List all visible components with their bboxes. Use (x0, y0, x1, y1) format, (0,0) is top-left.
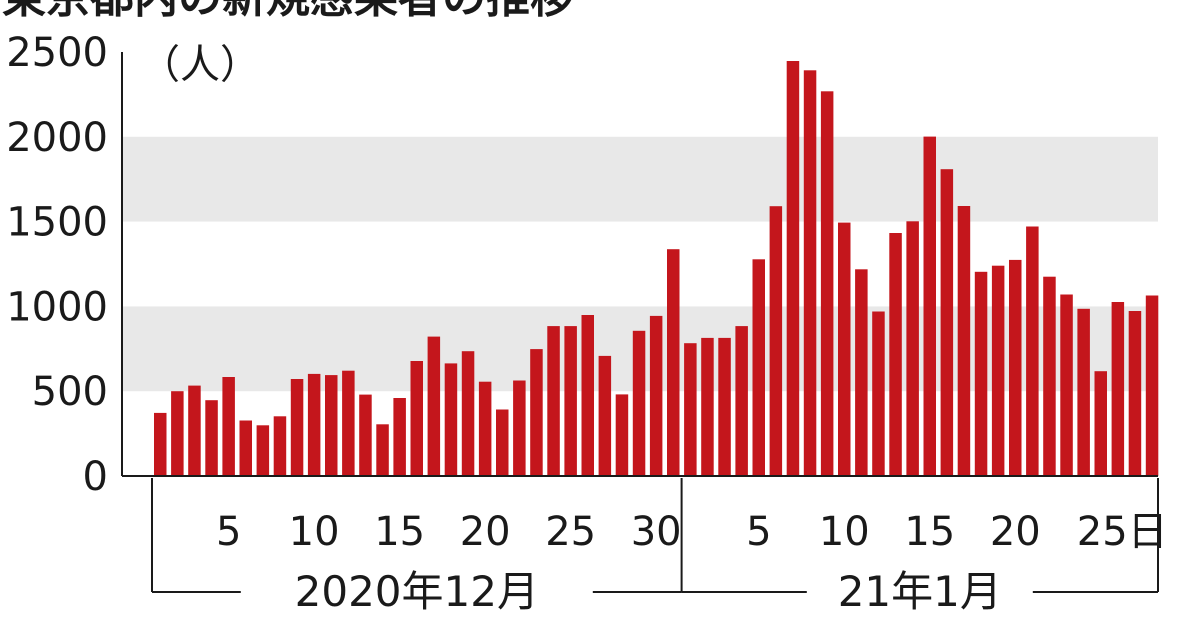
bar (1094, 371, 1107, 476)
bar (684, 343, 697, 476)
bar (735, 326, 748, 476)
bar (325, 375, 338, 476)
bar (342, 370, 355, 476)
bar (273, 416, 287, 476)
bar (393, 398, 406, 476)
bar (820, 91, 834, 477)
axes (121, 52, 1158, 477)
bar (307, 373, 321, 476)
bar (205, 400, 218, 476)
bar (1009, 259, 1022, 476)
bar (906, 221, 919, 476)
x-tick-label: 15 (904, 509, 955, 555)
bar (564, 326, 577, 476)
bar (444, 363, 458, 476)
bar (410, 361, 423, 476)
bar (171, 391, 184, 476)
bar (786, 61, 800, 476)
bar (957, 206, 971, 476)
bar (496, 409, 509, 476)
y-tick-label: 1500 (6, 200, 108, 246)
bar (461, 351, 475, 476)
bar (991, 265, 1005, 476)
bar (667, 249, 680, 476)
bar (581, 315, 594, 476)
bar (359, 394, 372, 476)
x-tick-label: 15 (374, 509, 425, 555)
bar (598, 355, 612, 476)
y-tick-label: 2000 (6, 115, 108, 161)
bar (615, 394, 629, 476)
x-tick-label: 30 (631, 509, 682, 555)
bar (752, 259, 765, 476)
x-tick-label: 20 (460, 509, 511, 555)
bar (855, 269, 868, 476)
x-tick-label: 20 (990, 509, 1041, 555)
bar (923, 136, 936, 476)
y-tick-label: 0 (83, 454, 108, 500)
y-tick-labels: 0 500 1000 1500 2000 2500 (6, 30, 108, 500)
grid-band (122, 136, 1158, 222)
bar (718, 337, 731, 476)
bar (256, 425, 270, 476)
y-tick-label: 2500 (6, 30, 108, 76)
bar (188, 385, 201, 476)
bar (1111, 302, 1125, 476)
y-tick-label: 1000 (6, 284, 108, 330)
bar (1077, 308, 1090, 476)
bar (1026, 226, 1039, 476)
y-unit-label: （人） (140, 42, 260, 88)
bar (701, 337, 714, 476)
period-brackets: 2020年12月 21年1月 (151, 478, 1159, 616)
y-tick-label: 500 (32, 369, 108, 415)
bar (290, 379, 304, 476)
bar (974, 271, 988, 476)
bar (376, 424, 389, 476)
chart-title: 東京都内の新規感染者の推移 (2, 0, 574, 23)
bar (478, 381, 492, 476)
bar (649, 315, 663, 476)
x-tick-label: 25 (545, 509, 596, 555)
bar (838, 222, 851, 476)
x-tick-labels: 5 10 15 20 25 30 5 10 15 20 25日 (216, 509, 1168, 555)
x-tick-label: 10 (289, 509, 340, 555)
bar (769, 206, 783, 476)
bar (1060, 294, 1073, 476)
bar (803, 70, 817, 477)
bar (1128, 311, 1142, 476)
x-tick-label: 5 (216, 509, 241, 555)
bar (547, 326, 560, 476)
period-label: 21年1月 (838, 567, 1002, 616)
bar (872, 311, 885, 476)
bar (239, 420, 252, 476)
bar (632, 330, 646, 476)
bar (1043, 276, 1056, 476)
period-label: 2020年12月 (295, 567, 539, 616)
bar (513, 380, 526, 476)
x-tick-label: 5 (746, 509, 771, 555)
bar (940, 169, 954, 476)
x-tick-label: 10 (819, 509, 870, 555)
bar (530, 349, 543, 476)
bar (222, 377, 235, 476)
x-tick-label: 25日 (1077, 509, 1168, 555)
bar (154, 412, 167, 476)
bars (154, 61, 1159, 477)
bar (427, 336, 441, 476)
bar (889, 233, 902, 476)
bar (1145, 295, 1159, 476)
